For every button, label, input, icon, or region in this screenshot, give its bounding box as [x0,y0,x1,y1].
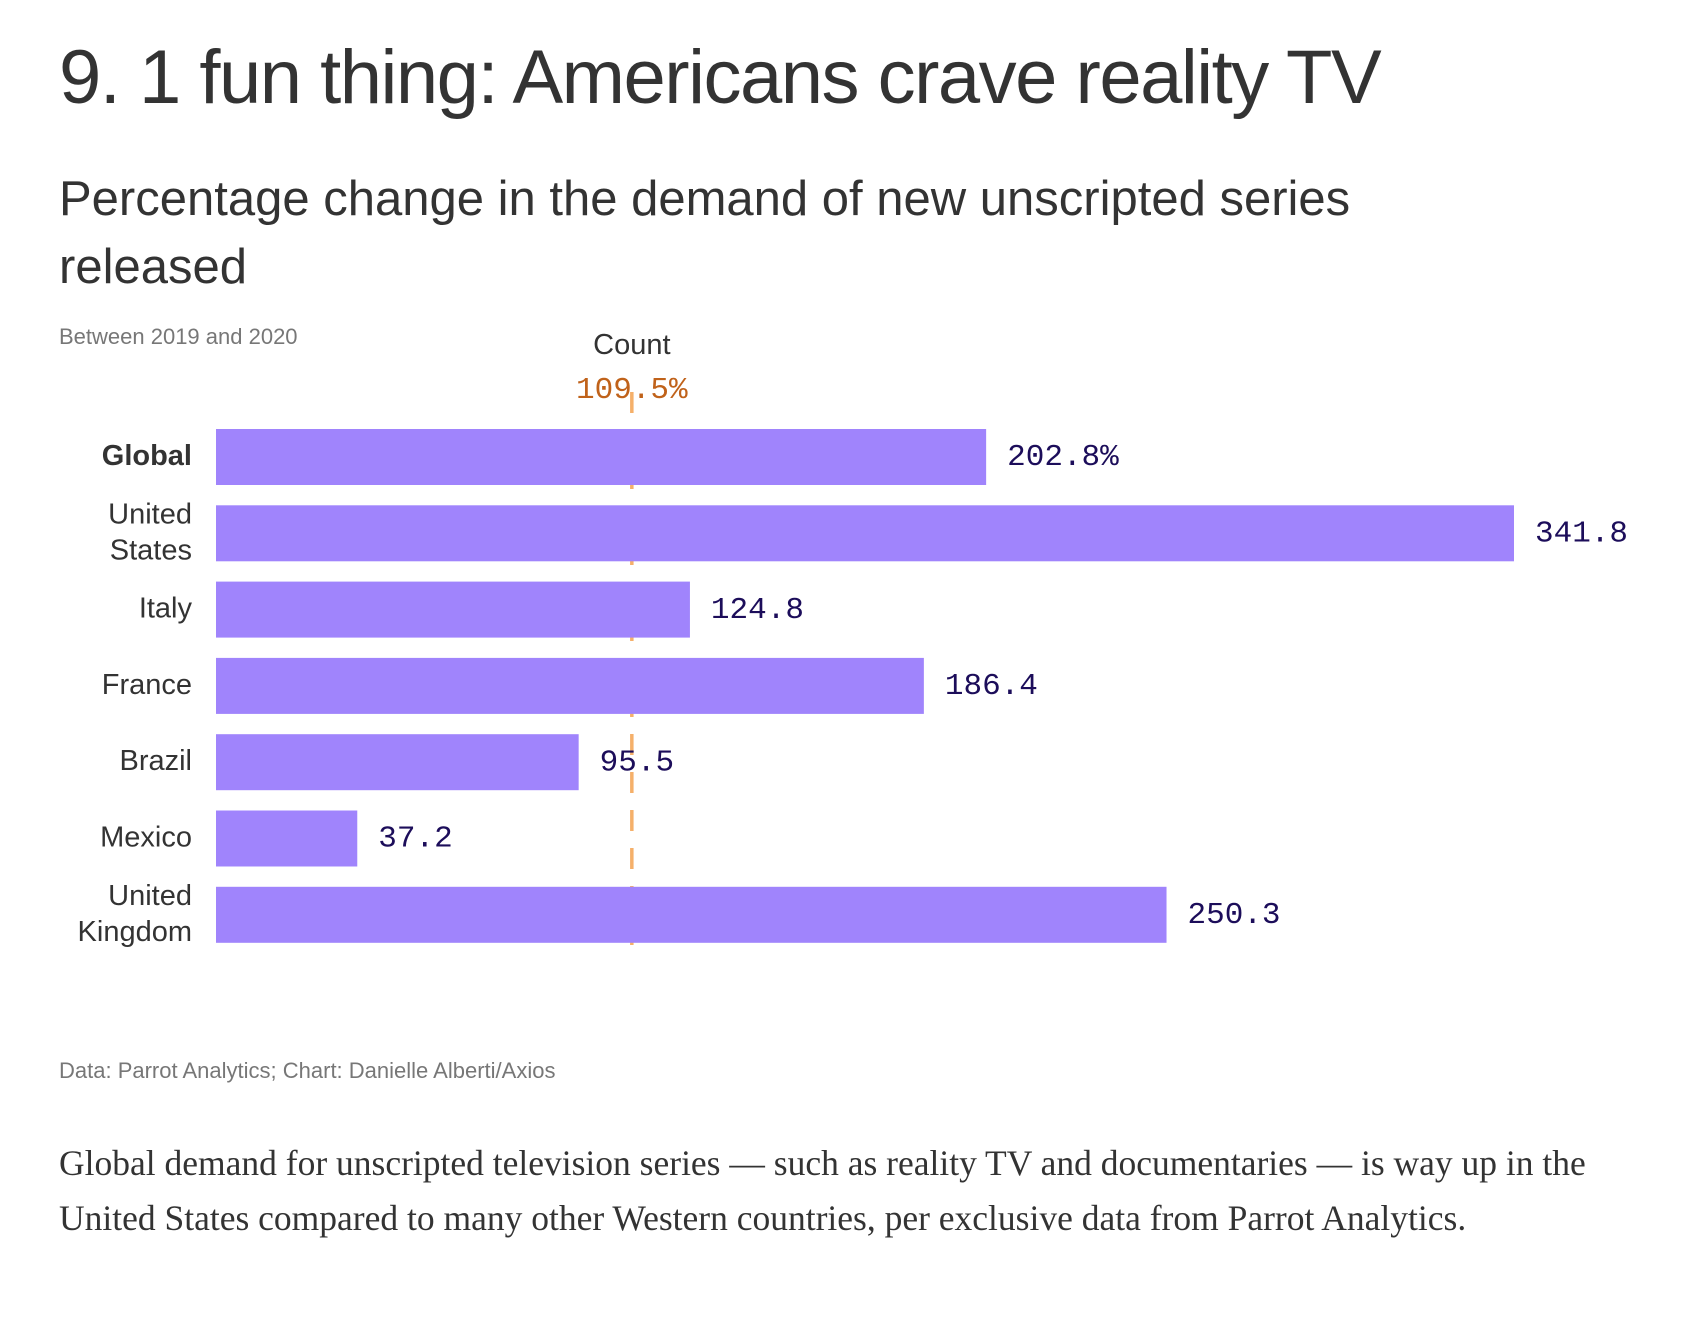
bar [216,657,924,714]
bar [216,581,690,638]
article-body-text: Global demand for unscripted television … [59,1143,1586,1238]
bar [216,810,358,867]
category-label: Brazil [119,745,192,777]
value-label: 95.5 [600,745,674,780]
category-label: United Kingdom [78,879,192,947]
reference-line-name: Count [593,329,670,361]
chart-subtitle: Between 2019 and 2020 [59,324,298,349]
chart-source: Data: Parrot Analytics; Chart: Danielle … [59,1058,556,1083]
category-label: Italy [139,592,193,624]
value-label: 124.8 [711,593,804,628]
value-label: 186.4 [945,669,1038,704]
bar [216,734,579,791]
category-label: United States [108,498,192,566]
value-label: 341.8 [1535,516,1628,551]
category-label: Mexico [100,821,192,853]
value-label: 202.8% [1007,440,1119,475]
bar [216,429,987,485]
value-label: 250.3 [1188,898,1281,933]
bar-chart: Count 109.5% Global 202.8% United States 341.8… [78,329,1628,960]
category-label: France [102,669,192,701]
headline: 9. 1 fun thing: Americans crave reality … [59,35,1382,120]
bar [216,505,1514,562]
reference-line-value: 109.5% [576,373,688,408]
chart-title: Percentage change in the demand of new u… [59,172,1351,294]
value-label: 37.2 [378,822,452,857]
bar [216,886,1167,943]
category-label: Global [102,440,192,472]
